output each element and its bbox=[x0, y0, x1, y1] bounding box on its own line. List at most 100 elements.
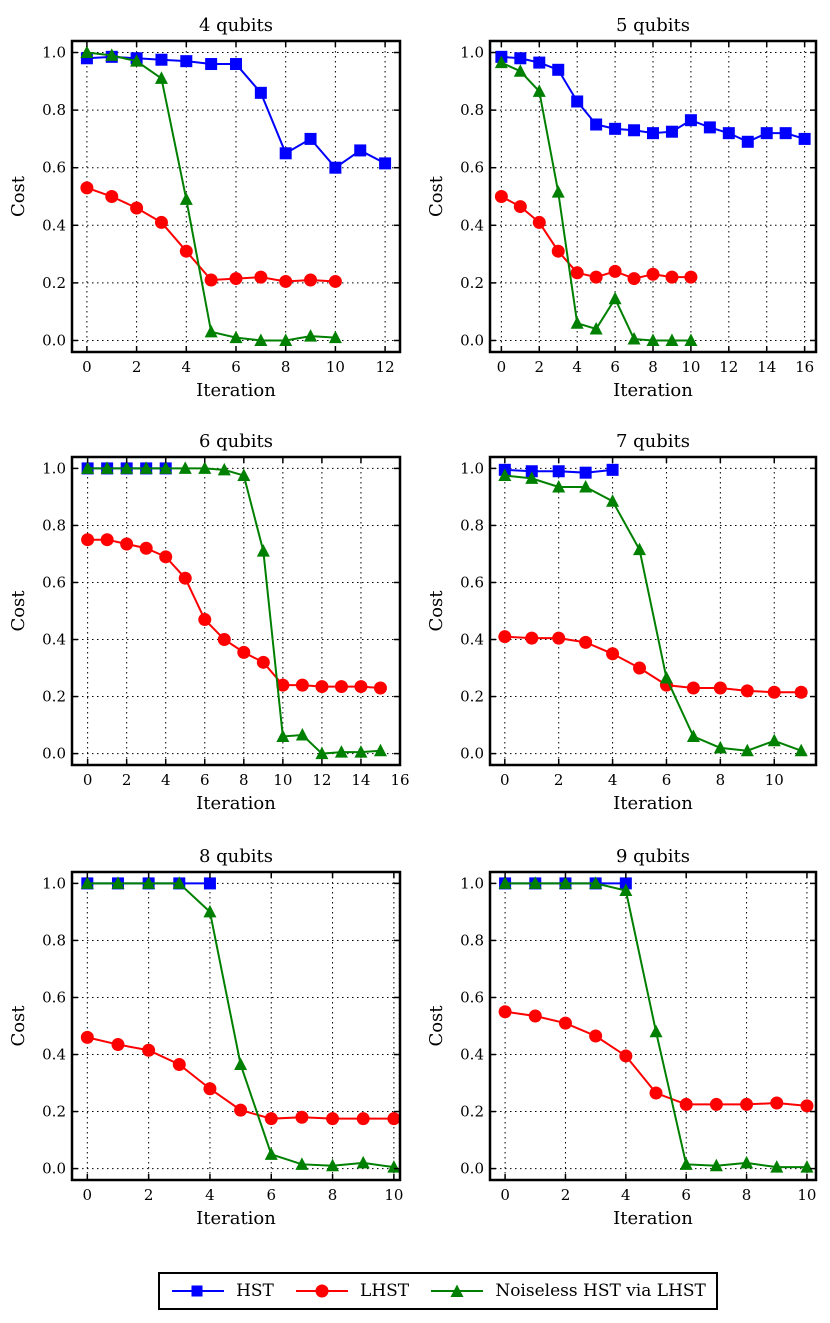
data-point bbox=[589, 876, 603, 889]
y-tick-label: 1.0 bbox=[460, 44, 484, 62]
y-tick-label: 0.6 bbox=[42, 573, 66, 591]
legend-entry-lhst: LHST bbox=[294, 1281, 409, 1301]
data-point bbox=[334, 745, 348, 758]
y-tick-label: 0.0 bbox=[42, 1160, 66, 1178]
series-line bbox=[504, 635, 802, 694]
y-tick-label: 0.8 bbox=[42, 516, 66, 534]
data-point bbox=[627, 332, 641, 345]
data-point bbox=[159, 461, 173, 474]
series-lhst bbox=[498, 1005, 814, 1113]
y-axis-label: Cost bbox=[8, 1005, 29, 1047]
data-point bbox=[646, 267, 660, 281]
data-point bbox=[525, 631, 539, 645]
data-point bbox=[608, 291, 622, 305]
data-point bbox=[304, 132, 317, 145]
x-tick-label: 10 bbox=[326, 358, 345, 376]
legend-entry-hst: HST bbox=[170, 1281, 274, 1301]
data-point bbox=[130, 54, 144, 67]
data-point bbox=[204, 273, 218, 287]
data-point bbox=[513, 200, 527, 214]
data-point bbox=[513, 64, 527, 77]
data-point bbox=[665, 333, 679, 346]
grid bbox=[72, 457, 401, 765]
x-tick-label: 0 bbox=[83, 771, 93, 789]
data-point bbox=[354, 680, 368, 694]
x-tick-label: 2 bbox=[535, 358, 545, 376]
data-point bbox=[80, 1030, 94, 1044]
y-tick-label: 0.6 bbox=[42, 988, 66, 1006]
data-point bbox=[551, 244, 565, 258]
plot-frame bbox=[488, 455, 818, 767]
x-tick-label: 2 bbox=[561, 1186, 571, 1204]
data-point bbox=[295, 1110, 309, 1124]
data-point bbox=[498, 630, 512, 644]
x-tick-label: 0 bbox=[82, 358, 92, 376]
y-tick-label: 0.4 bbox=[460, 631, 484, 649]
data-point bbox=[794, 743, 808, 757]
data-point bbox=[130, 201, 144, 215]
chart-panel-5: 0 2 4 6 8 10 0.0 0.2 0.4 0.6 0.8 1.0 8 qubits Iterati… bbox=[8, 846, 403, 1229]
x-tick-label: 14 bbox=[757, 358, 776, 376]
data-point bbox=[779, 127, 792, 140]
y-tick-label: 0.2 bbox=[460, 688, 484, 706]
data-point bbox=[665, 125, 678, 138]
legend-label-hst: HST bbox=[236, 1281, 274, 1301]
data-point bbox=[154, 215, 168, 229]
x-tick-label: 8 bbox=[648, 358, 658, 376]
data-point bbox=[609, 122, 622, 135]
x-tick-label: 2 bbox=[122, 771, 132, 789]
grid bbox=[490, 872, 816, 1180]
data-point bbox=[760, 127, 773, 140]
data-point bbox=[767, 733, 781, 747]
series-line bbox=[500, 61, 691, 342]
y-tick-label: 1.0 bbox=[460, 459, 484, 477]
y-tick-label: 0.0 bbox=[42, 331, 66, 349]
grid bbox=[72, 872, 400, 1180]
y-tick-label: 0.8 bbox=[460, 516, 484, 534]
data-point bbox=[279, 147, 292, 160]
x-tick-label: 2 bbox=[132, 358, 142, 376]
data-point bbox=[80, 181, 94, 195]
data-point bbox=[229, 330, 243, 344]
y-axis-label: Cost bbox=[426, 175, 447, 217]
series-line bbox=[86, 51, 336, 342]
data-point bbox=[741, 135, 754, 148]
data-point bbox=[525, 465, 538, 478]
data-point bbox=[552, 479, 566, 493]
data-point bbox=[528, 1009, 542, 1023]
data-point bbox=[552, 631, 566, 645]
data-point bbox=[203, 877, 216, 890]
data-point bbox=[100, 533, 114, 547]
series-line bbox=[87, 882, 395, 1169]
legend-label-lhst: LHST bbox=[360, 1281, 410, 1301]
data-point bbox=[770, 1160, 784, 1173]
data-point bbox=[179, 192, 193, 205]
data-point bbox=[304, 329, 318, 342]
data-point bbox=[684, 270, 698, 284]
x-tick-label: 16 bbox=[390, 771, 409, 789]
legend: HST LHST Noiseless HST via LHST bbox=[158, 1272, 718, 1310]
data-point bbox=[373, 681, 387, 695]
x-tick-label: 0 bbox=[500, 1186, 510, 1204]
data-point bbox=[172, 876, 186, 889]
data-point bbox=[276, 678, 290, 692]
data-point bbox=[254, 333, 268, 346]
data-point bbox=[528, 876, 542, 889]
data-point bbox=[80, 876, 94, 889]
data-point bbox=[142, 1043, 156, 1057]
y-tick-label: 0.8 bbox=[42, 931, 66, 949]
data-point bbox=[356, 1155, 370, 1169]
data-point bbox=[254, 270, 268, 284]
data-point bbox=[81, 533, 95, 547]
x-axis-label: Iteration bbox=[613, 380, 693, 401]
series-lhst bbox=[81, 533, 387, 695]
legend-label-noiseless: Noiseless HST via LHST bbox=[495, 1281, 706, 1301]
data-point bbox=[217, 633, 231, 647]
data-point bbox=[198, 613, 212, 627]
data-point bbox=[155, 53, 168, 66]
y-tick-label: 0.0 bbox=[460, 331, 484, 349]
series-noiseless-hst-via-lhst bbox=[81, 461, 387, 760]
y-axis-label: Cost bbox=[426, 590, 447, 632]
data-point bbox=[514, 52, 527, 65]
series-lhst bbox=[80, 1030, 401, 1126]
